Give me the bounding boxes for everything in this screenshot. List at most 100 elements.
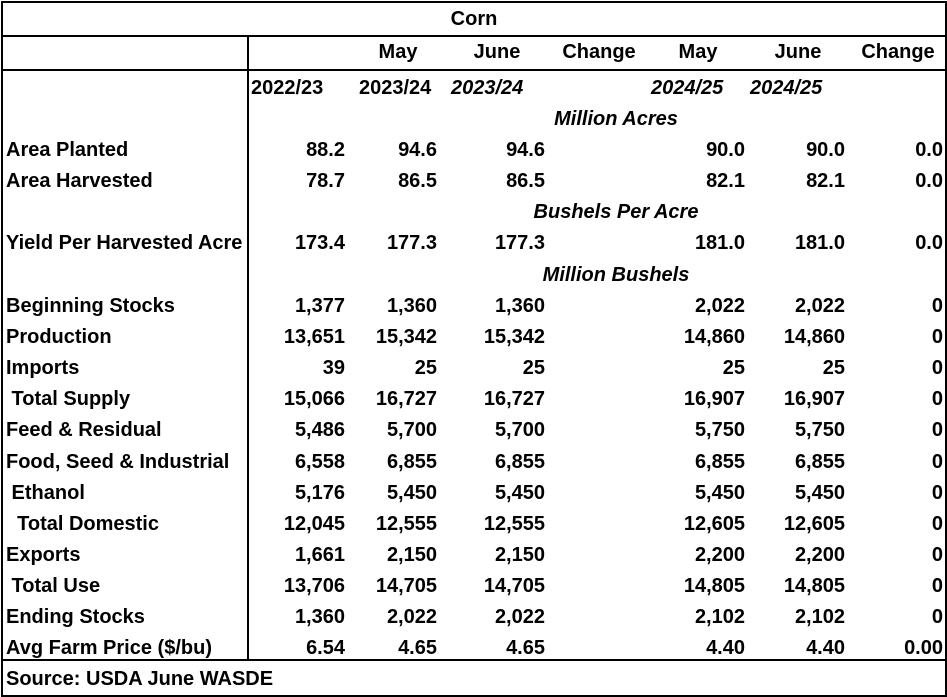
row-label: Production (6, 326, 112, 348)
table-cell: 25 (722, 357, 745, 379)
table-cell: 0 (931, 326, 943, 348)
table-cell: 6.54 (306, 637, 345, 659)
table-cell: 1,360 (494, 295, 545, 317)
label-column-divider (247, 37, 249, 661)
table-cell: 2,200 (694, 544, 745, 566)
table-cell: 5,450 (494, 482, 545, 504)
table-cell: 2,022 (386, 606, 437, 628)
row-label: Avg Farm Price ($/bu) (6, 637, 212, 659)
table-cell: 13,706 (283, 575, 345, 597)
table-cell: 14,860 (683, 326, 745, 348)
year-header: 2022/23 (251, 77, 324, 99)
table-cell: 0 (931, 388, 943, 410)
table-cell: 1,661 (294, 544, 345, 566)
row-label: Total Use (6, 575, 101, 597)
table-cell: 15,342 (375, 326, 437, 348)
table-cell: 14,705 (483, 575, 545, 597)
table-cell: 16,907 (683, 388, 745, 410)
table-cell: 5,750 (794, 419, 845, 441)
section-unit-label: Bushels Per Acre (533, 201, 699, 223)
row-label: Ending Stocks (6, 606, 145, 628)
column-header: June (774, 41, 822, 63)
column-header: May (678, 41, 718, 63)
table-cell: 5,700 (494, 419, 545, 441)
table-cell: 2,102 (694, 606, 745, 628)
table-cell: 25 (822, 357, 845, 379)
table-cell: 4.65 (506, 637, 545, 659)
year-header: 2024/25 (651, 77, 724, 99)
column-header: June (473, 41, 521, 63)
row-label: Beginning Stocks (6, 295, 175, 317)
table-cell: 0.0 (915, 232, 943, 254)
table-cell: 6,855 (794, 451, 845, 473)
table-cell: 0 (931, 544, 943, 566)
table-cell: 0 (931, 451, 943, 473)
year-header: 2023/24 (359, 77, 432, 99)
table-cell: 16,907 (783, 388, 845, 410)
table-cell: 0.0 (915, 170, 943, 192)
table-cell: 90.0 (806, 139, 845, 161)
table-cell: 181.0 (794, 232, 845, 254)
table-cell: 0 (931, 482, 943, 504)
table-cell: 177.3 (386, 232, 437, 254)
row-label: Area Harvested (6, 170, 153, 192)
table-cell: 14,805 (783, 575, 845, 597)
row-label: Area Planted (6, 139, 129, 161)
column-header: Change (562, 41, 636, 63)
row-label: Total Domestic (6, 513, 159, 535)
table-cell: 0 (931, 295, 943, 317)
table-cell: 0 (931, 606, 943, 628)
table-cell: 177.3 (494, 232, 545, 254)
table-cell: 5,450 (794, 482, 845, 504)
table-cell: 2,200 (794, 544, 845, 566)
table-cell: 78.7 (306, 170, 345, 192)
table-cell: 86.5 (398, 170, 437, 192)
table-cell: 5,486 (294, 419, 345, 441)
table-cell: 13,651 (283, 326, 345, 348)
table-cell: 5,750 (694, 419, 745, 441)
column-header: Change (861, 41, 935, 63)
table-cell: 25 (414, 357, 437, 379)
table-cell: 94.6 (506, 139, 545, 161)
table-cell: 94.6 (398, 139, 437, 161)
table-cell: 15,066 (283, 388, 345, 410)
table-cell: 39 (322, 357, 345, 379)
table-cell: 2,150 (494, 544, 545, 566)
table-cell: 6,855 (494, 451, 545, 473)
row-label: Food, Seed & Industrial (6, 451, 230, 473)
table-cell: 5,450 (694, 482, 745, 504)
table-cell: 86.5 (506, 170, 545, 192)
table-cell: 0.00 (904, 637, 943, 659)
column-header: May (378, 41, 418, 63)
table-cell: 12,045 (283, 513, 345, 535)
footer-divider (3, 659, 945, 661)
row-label: Feed & Residual (6, 419, 162, 441)
table-cell: 88.2 (306, 139, 345, 161)
row-label: Imports (6, 357, 80, 379)
table-cell: 12,605 (783, 513, 845, 535)
table-cell: 0 (931, 513, 943, 535)
table-title: Corn (3, 3, 945, 37)
table-cell: 1,360 (294, 606, 345, 628)
table-cell: 4.40 (806, 637, 845, 659)
table-cell: 4.40 (706, 637, 745, 659)
row-label: Exports (6, 544, 81, 566)
row-label: Total Supply (6, 388, 131, 410)
section-unit-label: Million Bushels (542, 264, 690, 286)
table-cell: 0.0 (915, 139, 943, 161)
table-cell: 15,342 (483, 326, 545, 348)
table-cell: 2,150 (386, 544, 437, 566)
table-cell: 2,102 (794, 606, 845, 628)
table-cell: 14,705 (375, 575, 437, 597)
year-header: 2024/25 (750, 77, 823, 99)
table-cell: 1,377 (294, 295, 345, 317)
table-cell: 2,022 (694, 295, 745, 317)
table-cell: 6,855 (694, 451, 745, 473)
table-cell: 6,855 (386, 451, 437, 473)
table-cell: 2,022 (794, 295, 845, 317)
table-cell: 181.0 (694, 232, 745, 254)
table-cell: 16,727 (375, 388, 437, 410)
table-cell: 5,450 (386, 482, 437, 504)
table-cell: 12,605 (683, 513, 745, 535)
row-label: Ethanol (6, 482, 85, 504)
